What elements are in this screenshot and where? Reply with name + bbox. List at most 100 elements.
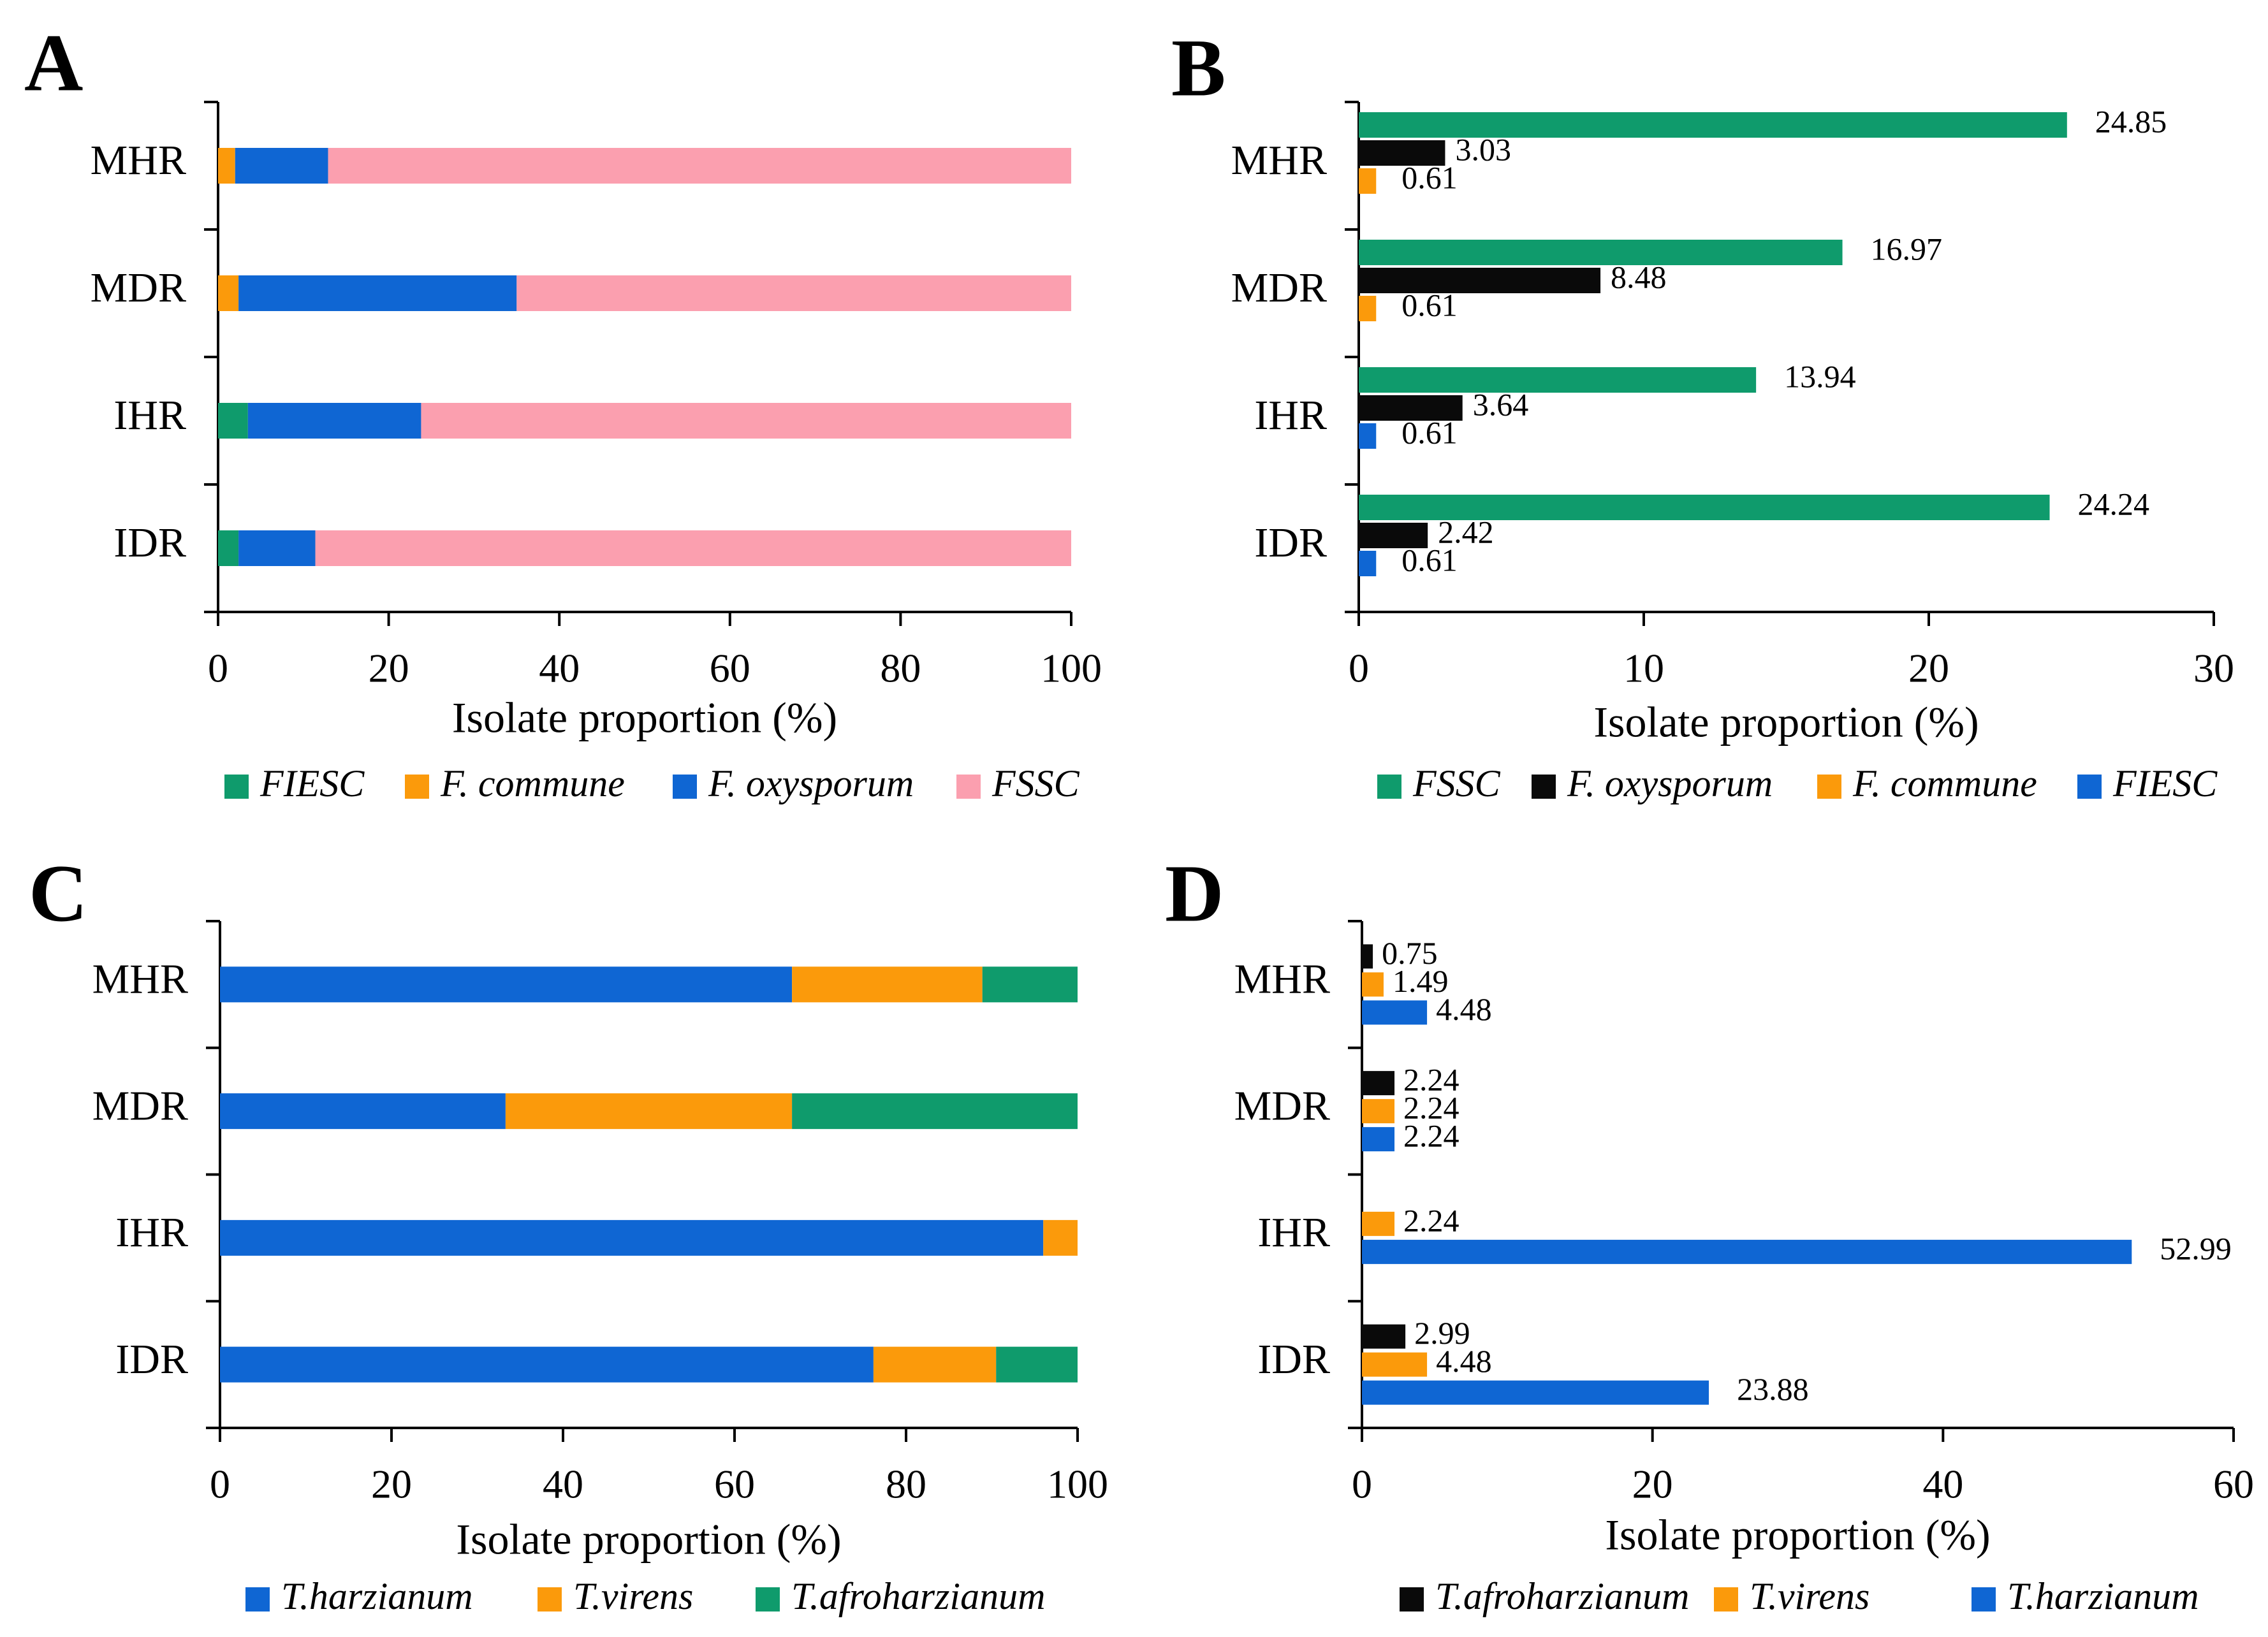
legend-entry-label: T.afroharzianum (791, 1575, 1045, 1617)
bar (1362, 1380, 1709, 1405)
legend: T.afroharzianum T.virens T.harzianum (1400, 1575, 2199, 1617)
x-tick-label: 0 (1349, 646, 1369, 691)
bar (1362, 1127, 1395, 1152)
panel-d: D0 20 40 60MHRMDRIHRIDR0.751.494.482.242.24… (1165, 848, 2254, 1617)
bar-value-label: 52.99 (2160, 1230, 2232, 1266)
bar-segment (996, 1346, 1078, 1383)
y-category-label: MHR (1231, 137, 1327, 184)
panel-letter: D (1165, 848, 1224, 938)
bar-value-label: 0.61 (1401, 542, 1458, 578)
legend-swatch (1532, 775, 1556, 799)
x-tick-label: 100 (1041, 646, 1102, 691)
legend-entry-label: T.harzianum (2007, 1575, 2199, 1617)
bar-segment (218, 530, 239, 566)
y-category-label: IHR (1257, 1209, 1330, 1256)
x-tick-label: 20 (1908, 646, 1949, 691)
x-tick-label: 20 (369, 646, 409, 691)
bar-value-label: 2.99 (1414, 1315, 1470, 1351)
legend-swatch (1400, 1587, 1424, 1612)
legend: FIESC F. commune F. oxysporum FSSC (224, 762, 1080, 804)
y-category-label: MDR (1234, 1082, 1330, 1129)
bar-value-label: 2.42 (1438, 514, 1494, 549)
bar (1359, 523, 1428, 548)
legend-swatch (956, 775, 981, 799)
legend-entry-label: FSSC (1412, 762, 1501, 804)
y-category-label: IDR (1257, 1336, 1330, 1383)
x-tick-label: 80 (886, 1462, 926, 1507)
x-tick-label: 10 (1623, 646, 1664, 691)
x-tick-label: 0 (210, 1462, 230, 1507)
bar-segment (792, 966, 983, 1003)
bar (1362, 1000, 1428, 1025)
bar-value-label: 2.24 (1403, 1202, 1460, 1238)
x-tick-label: 60 (2213, 1462, 2254, 1507)
x-axis-label: Isolate proportion (%) (1605, 1511, 1990, 1559)
bar-value-label: 4.48 (1436, 1343, 1492, 1379)
bar-value-label: 2.24 (1403, 1118, 1460, 1154)
legend-swatch (1377, 775, 1401, 799)
bar-value-label: 24.24 (2078, 486, 2150, 521)
bar-segment (220, 1093, 506, 1130)
y-category-label: IHR (115, 1209, 188, 1256)
x-tick-label: 60 (710, 646, 750, 691)
bar-segment (982, 966, 1078, 1003)
bar-value-label: 3.64 (1473, 386, 1529, 422)
legend-swatch (756, 1587, 780, 1612)
bar-value-label: 2.24 (1403, 1090, 1460, 1126)
bar-value-label: 0.61 (1401, 287, 1458, 323)
bar (1359, 395, 1463, 421)
x-tick-label: 40 (1922, 1462, 1963, 1507)
legend-swatch (1972, 1587, 1996, 1612)
legend: FSSC F. oxysporum F. commune FIESC (1377, 762, 2218, 804)
legend: T.harzianum T.virens T.afroharzianum (245, 1575, 1045, 1617)
legend-entry-label: F. commune (1852, 762, 2037, 804)
bar-segment (505, 1093, 793, 1130)
bar (1359, 140, 1445, 166)
legend-entry-label: T.afroharzianum (1435, 1575, 1689, 1617)
bar-segment (220, 1346, 874, 1383)
legend-swatch (224, 775, 249, 799)
bar-segment (220, 966, 793, 1003)
legend-swatch (1714, 1587, 1738, 1612)
bar (1359, 168, 1377, 194)
x-tick-label: 40 (539, 646, 580, 691)
bar-value-label: 23.88 (1737, 1371, 1809, 1407)
bar-value-label: 8.48 (1611, 259, 1667, 295)
bar (1359, 296, 1377, 321)
legend-entry-label: F. commune (440, 762, 625, 804)
bar-segment (328, 148, 1071, 184)
bar (1359, 423, 1377, 449)
bar-value-label: 0.75 (1382, 935, 1438, 971)
y-category-label: MHR (92, 956, 188, 1003)
bar-segment (792, 1093, 1078, 1130)
bar (1362, 972, 1384, 997)
legend-entry-label: FSSC (991, 762, 1080, 804)
bar-value-label: 4.48 (1436, 991, 1492, 1027)
y-category-label: IDR (1254, 520, 1327, 566)
legend-swatch (673, 775, 697, 799)
x-tick-label: 20 (1632, 1462, 1673, 1507)
bar-value-label: 2.24 (1403, 1062, 1460, 1098)
bar-value-label: 24.85 (2095, 103, 2167, 139)
bar-segment (247, 403, 421, 439)
bar-segment (238, 530, 316, 566)
bar (1362, 1211, 1395, 1236)
bar (1359, 367, 1757, 393)
bar (1359, 112, 2067, 138)
bar-value-label: 13.94 (1784, 358, 1856, 394)
bar (1359, 495, 2050, 520)
y-category-label: IDR (115, 1336, 188, 1383)
bar-segment (421, 403, 1071, 439)
legend-entry-label: F. oxysporum (708, 762, 914, 804)
bar-segment (235, 148, 328, 184)
y-category-label: IDR (113, 520, 186, 566)
legend-swatch (538, 1587, 562, 1612)
legend-entry-label: T.virens (573, 1575, 693, 1617)
x-axis-label: Isolate proportion (%) (456, 1515, 841, 1564)
x-axis-label: Isolate proportion (%) (1593, 698, 1979, 746)
legend-entry-label: F. oxysporum (1567, 762, 1773, 804)
bar-value-label: 16.97 (1871, 231, 1943, 266)
y-category-label: MDR (91, 265, 186, 311)
panel-a: A 0 20 40 60 80 100 MHR MDR IHR IDR Isolate proport… (24, 17, 1102, 804)
bar-segment (218, 275, 239, 311)
